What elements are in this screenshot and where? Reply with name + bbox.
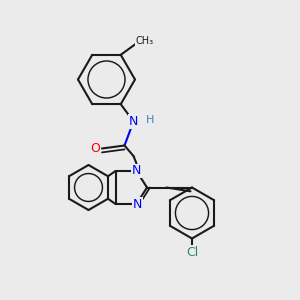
- Text: Cl: Cl: [186, 245, 198, 259]
- Text: N: N: [129, 115, 138, 128]
- Text: N: N: [133, 197, 142, 211]
- Text: H: H: [146, 115, 154, 125]
- Text: CH₃: CH₃: [136, 36, 154, 46]
- Text: N: N: [132, 164, 141, 178]
- Text: O: O: [91, 142, 100, 155]
